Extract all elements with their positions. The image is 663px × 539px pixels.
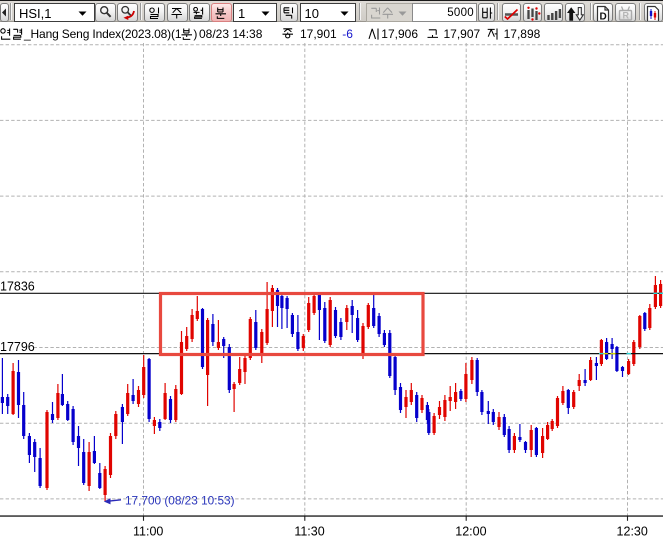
svg-text:17,700 (08/23 10:53): 17,700 (08/23 10:53) bbox=[125, 494, 235, 508]
svg-text:11:00: 11:00 bbox=[133, 525, 163, 539]
svg-text:17836: 17836 bbox=[0, 280, 35, 294]
svg-text:12:30: 12:30 bbox=[617, 525, 648, 539]
svg-text:17796: 17796 bbox=[0, 340, 35, 354]
svg-text:12:00: 12:00 bbox=[455, 525, 486, 539]
svg-text:R: R bbox=[623, 10, 630, 20]
svg-text:D: D bbox=[600, 11, 607, 22]
svg-text:11:30: 11:30 bbox=[294, 525, 324, 539]
